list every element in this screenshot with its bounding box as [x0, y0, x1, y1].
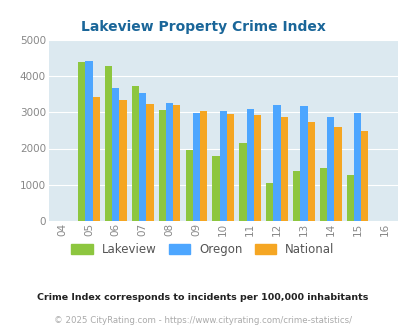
Bar — [78, 62, 85, 221]
Bar — [353, 113, 360, 221]
Bar — [132, 86, 139, 221]
Bar — [200, 111, 207, 221]
Bar — [92, 97, 100, 221]
Bar — [326, 116, 334, 221]
Bar — [212, 156, 219, 221]
Bar — [139, 93, 146, 221]
Text: © 2025 CityRating.com - https://www.cityrating.com/crime-statistics/: © 2025 CityRating.com - https://www.city… — [54, 315, 351, 325]
Bar — [166, 103, 173, 221]
Bar — [239, 143, 246, 221]
Bar — [273, 105, 280, 221]
Bar — [334, 127, 341, 221]
Bar — [119, 100, 126, 221]
Bar — [319, 168, 326, 221]
Bar — [300, 106, 307, 221]
Bar — [185, 150, 192, 221]
Bar — [105, 66, 112, 221]
Bar — [146, 104, 153, 221]
Bar — [266, 183, 273, 221]
Bar — [253, 115, 260, 221]
Bar — [85, 61, 92, 221]
Bar — [360, 131, 368, 221]
Bar — [219, 111, 226, 221]
Bar — [307, 122, 314, 221]
Bar — [192, 113, 200, 221]
Bar — [346, 175, 353, 221]
Bar — [173, 105, 180, 221]
Bar — [280, 117, 287, 221]
Bar — [246, 109, 253, 221]
Text: Crime Index corresponds to incidents per 100,000 inhabitants: Crime Index corresponds to incidents per… — [37, 292, 368, 302]
Bar — [158, 110, 166, 221]
Bar — [112, 88, 119, 221]
Bar — [226, 114, 234, 221]
Legend: Lakeview, Oregon, National: Lakeview, Oregon, National — [68, 240, 337, 260]
Text: Lakeview Property Crime Index: Lakeview Property Crime Index — [80, 20, 325, 34]
Bar — [292, 171, 300, 221]
